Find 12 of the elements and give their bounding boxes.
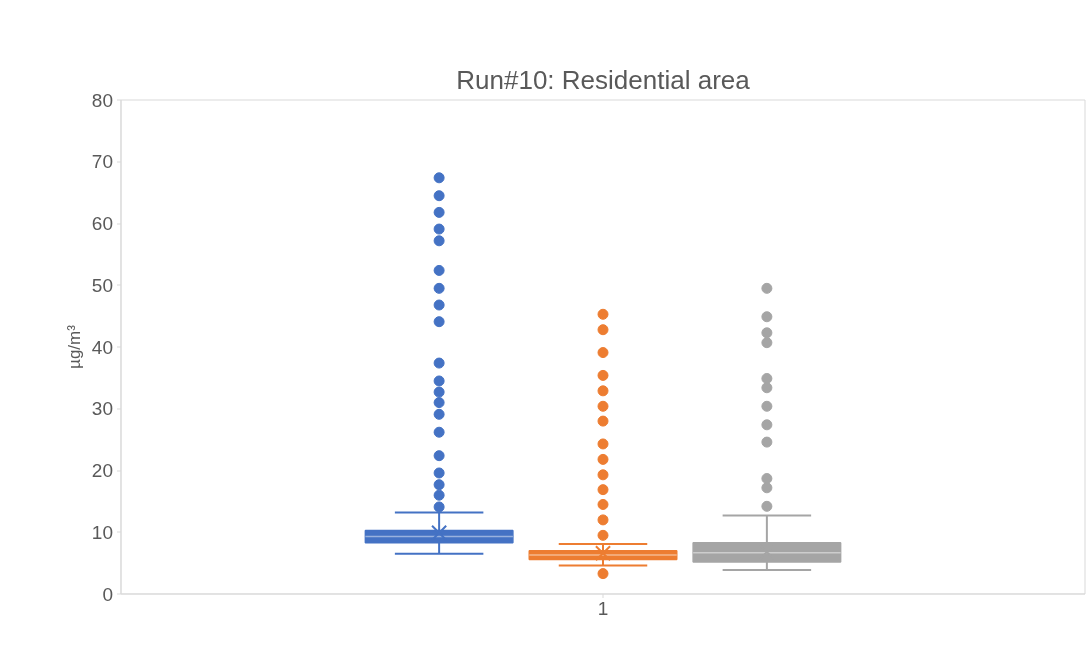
- chart-title: Run#10: Residential area: [456, 65, 751, 95]
- y-tick-label: 20: [91, 460, 114, 481]
- x-tick-label: 1: [597, 598, 609, 619]
- y-tick-label: 80: [91, 89, 114, 111]
- y-tick-label: 50: [91, 274, 114, 296]
- y-axis-title: µg/m³: [64, 324, 84, 369]
- y-tick-label: 60: [91, 213, 114, 234]
- y-tick-label: 30: [91, 398, 114, 420]
- y-tick-label: 70: [91, 151, 114, 173]
- y-tick-label: 0: [102, 583, 114, 605]
- y-tick-label: 10: [91, 521, 114, 543]
- y-tick-label: 40: [91, 336, 114, 358]
